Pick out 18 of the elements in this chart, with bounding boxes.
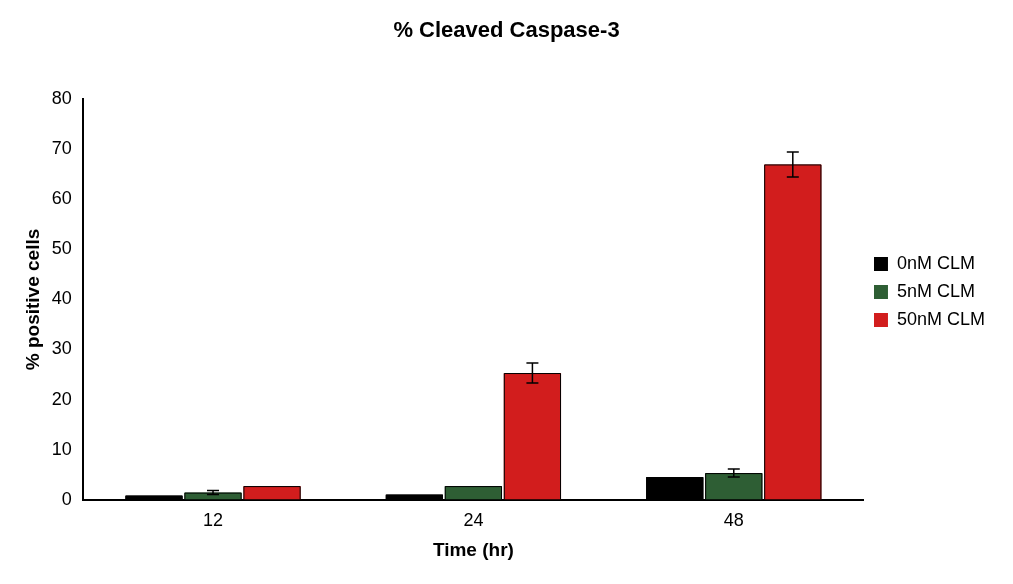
y-axis-title: % positive cells [21,228,43,371]
y-tick-label: 80 [51,88,72,109]
y-tick-label: 10 [51,438,72,459]
x-axis-title: Time (hr) [432,538,514,560]
y-tick-label: 40 [51,288,72,309]
legend-label: 0nM CLM [896,252,975,273]
y-tick-label: 30 [51,338,72,359]
y-tick-label: 0 [61,488,72,509]
legend-label: 5nM CLM [896,280,975,301]
y-tick-label: 20 [51,388,72,409]
y-tick-label: 50 [51,238,72,259]
x-tick-label: 12 [203,510,224,531]
chart-title: % Cleaved Caspase-3 [393,17,620,43]
y-tick-label: 70 [51,138,72,159]
y-tick-label: 60 [51,188,72,209]
legend-label: 50nM CLM [896,308,985,329]
x-tick-label: 24 [463,510,484,531]
x-tick-label: 48 [723,510,744,531]
